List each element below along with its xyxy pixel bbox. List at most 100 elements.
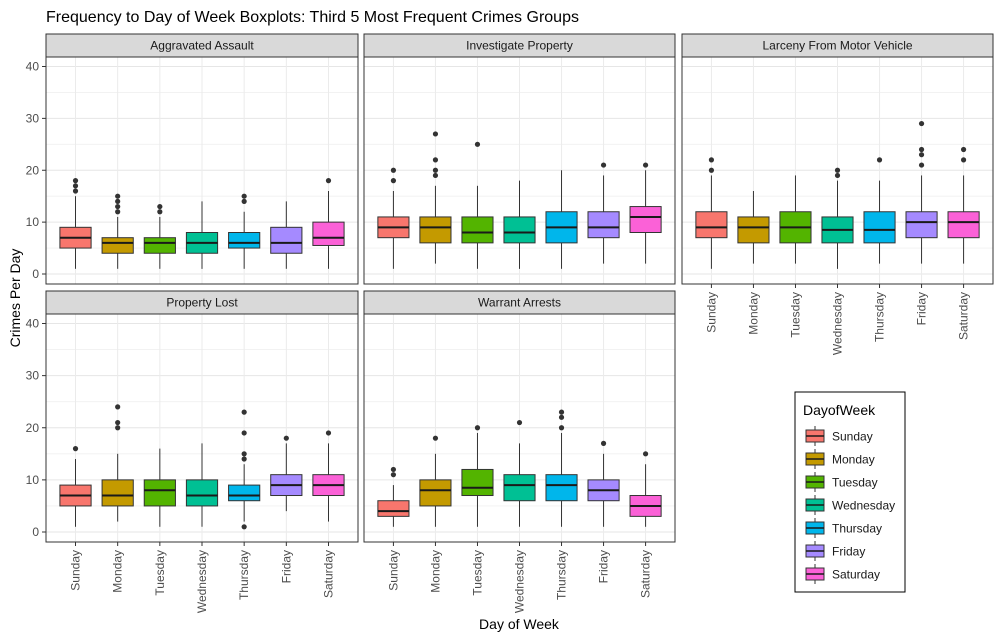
- outlier-point: [390, 167, 397, 173]
- box-thursday: [545, 409, 578, 527]
- outlier-point: [115, 425, 121, 431]
- box-body: [228, 232, 261, 249]
- facet-strip-label: Property Lost: [166, 296, 238, 310]
- box-tuesday: [143, 203, 176, 269]
- outlier-point: [432, 157, 439, 163]
- outlier-point: [474, 141, 481, 147]
- outlier-point: [157, 203, 163, 210]
- box-wednesday: [503, 180, 536, 269]
- legend-entry-label: Sunday: [832, 430, 873, 444]
- box-body: [461, 468, 494, 497]
- box-tuesday: [461, 141, 494, 269]
- outlier-point: [390, 466, 397, 473]
- outlier-point: [432, 167, 439, 173]
- outlier-point: [918, 120, 925, 127]
- outlier-point: [241, 456, 247, 462]
- box-body: [461, 216, 494, 244]
- legend-entry-wednesday: Wednesday: [805, 495, 895, 515]
- legend-entry-label: Saturday: [832, 568, 880, 582]
- box-body: [185, 479, 219, 507]
- box-body: [101, 237, 134, 254]
- outlier-point: [241, 198, 247, 204]
- box-wednesday: [185, 443, 219, 527]
- box-body: [503, 474, 536, 502]
- y-tick-label: 10: [26, 473, 40, 487]
- outlier-point: [115, 404, 121, 410]
- box-sunday: [59, 178, 92, 269]
- box-thursday: [863, 157, 896, 264]
- x-axis-label: Day of Week: [479, 616, 560, 632]
- box-tuesday: [461, 425, 494, 527]
- x-tick-label: Thursday: [873, 292, 887, 342]
- legend-entry-label: Thursday: [832, 522, 882, 536]
- outlier-point: [834, 167, 841, 173]
- x-tick-label: Sunday: [704, 292, 718, 333]
- outlier-point: [642, 451, 649, 457]
- box-friday: [905, 120, 938, 264]
- outlier-point: [115, 198, 121, 204]
- box-saturday: [312, 430, 345, 522]
- facet-strip-label: Aggravated Assault: [150, 39, 254, 53]
- x-tick-label: Friday: [279, 550, 293, 583]
- outlier-point: [600, 162, 607, 168]
- outlier-point: [115, 209, 121, 215]
- box-body: [695, 211, 728, 239]
- facet-strip-label: Larceny From Motor Vehicle: [762, 39, 912, 53]
- y-tick-label: 20: [26, 421, 40, 435]
- outlier-point: [960, 146, 967, 153]
- box-body: [101, 479, 134, 507]
- chart-title: Frequency to Day of Week Boxplots: Third…: [46, 9, 579, 26]
- box-body: [377, 500, 410, 517]
- box-monday: [419, 131, 452, 264]
- legend-entry-label: Tuesday: [832, 476, 878, 490]
- box-saturday: [947, 146, 980, 264]
- box-thursday: [228, 409, 261, 530]
- outlier-point: [241, 430, 247, 436]
- box-thursday: [228, 193, 261, 269]
- box-body: [905, 211, 938, 239]
- box-body: [143, 479, 176, 507]
- box-body: [545, 474, 578, 502]
- facet-panel: Aggravated Assault 0 10 20 30 40: [26, 33, 359, 285]
- x-tick-label: Saturday: [639, 550, 653, 598]
- outlier-point: [241, 524, 247, 530]
- outlier-point: [241, 451, 247, 457]
- outlier-point: [72, 178, 79, 184]
- x-tick-label: Tuesday: [153, 550, 167, 596]
- box-friday: [270, 435, 303, 512]
- legend-entry-label: Monday: [832, 453, 875, 467]
- box-tuesday: [779, 175, 812, 264]
- outlier-point: [876, 157, 883, 163]
- facet-strip-label: Warrant Arrests: [478, 296, 561, 310]
- box-body: [629, 206, 662, 233]
- y-axis-label: Crimes Per Day: [7, 249, 23, 348]
- outlier-point: [115, 193, 121, 199]
- outlier-point: [72, 183, 79, 189]
- outlier-point: [516, 419, 523, 426]
- legend-entry-tuesday: Tuesday: [805, 472, 878, 492]
- x-tick-label: Saturday: [321, 550, 335, 598]
- box-wednesday: [821, 167, 854, 269]
- outlier-point: [325, 178, 332, 184]
- x-tick-label: Wednesday: [513, 550, 527, 613]
- outlier-point: [642, 162, 649, 168]
- box-wednesday: [503, 419, 536, 527]
- box-friday: [587, 440, 620, 527]
- box-body: [228, 484, 261, 502]
- box-body: [419, 216, 452, 244]
- legend-entry-saturday: Saturday: [805, 564, 880, 584]
- facet-panel: Larceny From Motor Vehicle Sunday Monday Tu…: [681, 33, 994, 355]
- box-sunday: [695, 157, 728, 269]
- box-wednesday: [185, 201, 219, 269]
- x-tick-label: Wednesday: [831, 292, 845, 355]
- x-tick-label: Thursday: [555, 550, 569, 600]
- x-tick-label: Sunday: [69, 550, 83, 591]
- box-body: [587, 211, 620, 239]
- box-body: [270, 226, 303, 254]
- box-monday: [101, 193, 134, 269]
- box-body: [503, 216, 536, 244]
- legend: DayofWeek Sunday Monday Tuesday Wednesday Th…: [794, 391, 906, 593]
- box-sunday: [377, 167, 410, 269]
- x-tick-label: Thursday: [237, 550, 251, 600]
